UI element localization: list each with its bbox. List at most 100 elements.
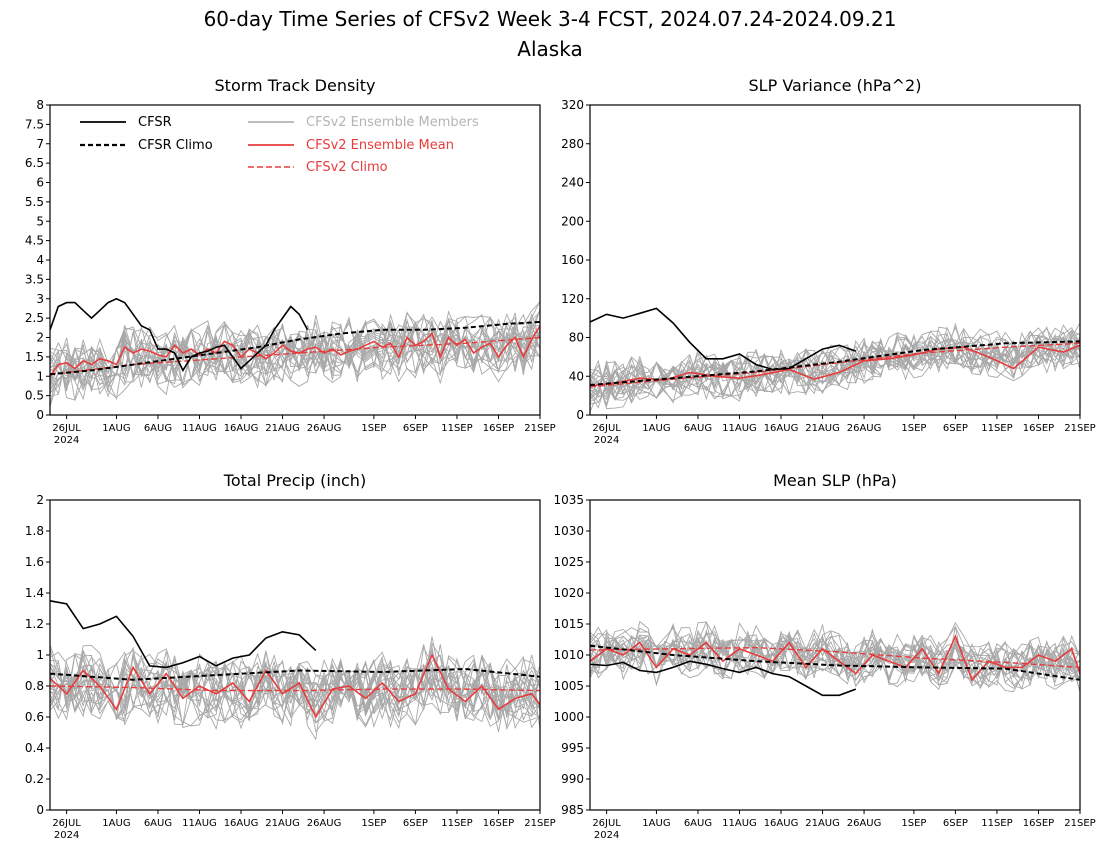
x-tick-label: 21SEP	[524, 818, 555, 829]
x-tick-label: 26AUG	[847, 818, 882, 829]
y-tick-label: 0.5	[25, 389, 44, 403]
x-tick-label: 16AUG	[224, 818, 259, 829]
y-tick-label: 1025	[553, 555, 584, 569]
y-tick-label: 1.2	[25, 617, 44, 631]
x-tick-label: 1AUG	[642, 818, 670, 829]
series-cfsr-climo	[589, 340, 1081, 386]
member-line	[49, 668, 541, 741]
y-tick-label: 7	[36, 137, 44, 151]
x-tick-label: 1SEP	[901, 423, 926, 434]
y-tick-label: 0	[36, 408, 44, 422]
member-line	[589, 331, 1081, 395]
y-tick-label: 985	[561, 803, 584, 817]
x-tick-label: 11SEP	[441, 818, 472, 829]
member-line	[589, 630, 1081, 682]
y-tick-label: 1005	[553, 679, 584, 693]
member-line	[589, 640, 1081, 690]
x-tick-label: 16SEP	[483, 423, 514, 434]
y-tick-label: 2.5	[25, 311, 44, 325]
panel-1: SLP Variance (hPa^2) 0 40 80 120 160 200 240 280…	[561, 76, 1096, 446]
x-tick-label: 21AUG	[805, 818, 840, 829]
series-cfsr-climo	[49, 667, 541, 681]
panel-title: Total Precip (inch)	[223, 471, 366, 490]
ensemble-members	[589, 322, 1081, 413]
y-tick-label: 990	[561, 772, 584, 786]
x-tick-label: 6AUG	[144, 423, 172, 434]
figure-title: 60-day Time Series of CFSv2 Week 3-4 FCS…	[204, 7, 897, 31]
x-tick-label: 6SEP	[943, 423, 968, 434]
series-cfsv2-ensemble-mean	[49, 325, 541, 377]
y-tick-label: 995	[561, 741, 584, 755]
x-tick-label: 11AUG	[182, 423, 217, 434]
legend-label: CFSR Climo	[138, 138, 213, 153]
x-tick-label: 6AUG	[684, 423, 712, 434]
y-tick-label: 2	[36, 331, 44, 345]
series-cfsr	[49, 297, 309, 373]
member-line	[589, 622, 1081, 672]
series-cfsr-climo	[589, 644, 1081, 681]
y-tick-label: 0.6	[25, 710, 44, 724]
x-tick-label: 16AUG	[764, 818, 799, 829]
panel-0: Storm Track Density 0 0.5 1 1.5 2 2.5 3 3.5 4 4.5 5…	[25, 76, 556, 446]
y-tick-label: 6.5	[25, 156, 44, 170]
panel-title: Storm Track Density	[215, 76, 376, 95]
x-tick-label: 26AUG	[847, 423, 882, 434]
y-tick-label: 8	[36, 98, 44, 112]
member-line	[49, 325, 541, 408]
x-tick-label: 16AUG	[224, 423, 259, 434]
y-tick-label: 320	[561, 98, 584, 112]
x-year-label: 2024	[594, 435, 619, 446]
x-tick-label: 1SEP	[361, 818, 386, 829]
y-tick-label: 200	[561, 214, 584, 228]
y-tick-label: 1020	[553, 586, 584, 600]
x-tick-label: 16SEP	[1023, 818, 1054, 829]
x-tick-label: 11AUG	[722, 423, 757, 434]
member-line	[49, 326, 541, 405]
x-tick-label: 26AUG	[307, 818, 342, 829]
y-tick-label: 5.5	[25, 195, 44, 209]
x-tick-label: 21AUG	[805, 423, 840, 434]
x-tick-label: 6AUG	[144, 818, 172, 829]
x-year-label: 2024	[54, 435, 79, 446]
series-cfsv2-ensemble-mean	[589, 634, 1081, 682]
legend: CFSR CFSR Climo CFSv2 Ensemble Members CFSv…	[80, 115, 479, 175]
x-tick-label: 6SEP	[943, 818, 968, 829]
y-tick-label: 1.6	[25, 555, 44, 569]
y-tick-label: 160	[561, 253, 584, 267]
x-tick-label: 26AUG	[307, 423, 342, 434]
panel-3: Mean SLP (hPa) 985 990 995 1000 1005 1010 1015 1…	[553, 471, 1095, 841]
y-tick-label: 40	[569, 369, 584, 383]
y-tick-label: 280	[561, 137, 584, 151]
x-tick-label: 1SEP	[361, 423, 386, 434]
x-tick-label: 26JUL	[52, 818, 81, 829]
x-tick-label: 21SEP	[524, 423, 555, 434]
y-tick-label: 0	[576, 408, 584, 422]
y-tick-label: 1010	[553, 648, 584, 662]
y-tick-label: 1030	[553, 524, 584, 538]
x-tick-label: 11AUG	[182, 818, 217, 829]
panel-title: SLP Variance (hPa^2)	[749, 76, 922, 95]
x-tick-label: 6SEP	[403, 818, 428, 829]
x-tick-label: 26JUL	[52, 423, 81, 434]
y-tick-label: 0	[36, 803, 44, 817]
y-tick-label: 1.8	[25, 524, 44, 538]
legend-label: CFSv2 Climo	[306, 160, 388, 175]
y-tick-label: 3	[36, 292, 44, 306]
y-tick-label: 1.5	[25, 350, 44, 364]
legend-label: CFSv2 Ensemble Mean	[306, 138, 454, 153]
x-tick-label: 6SEP	[403, 423, 428, 434]
y-tick-label: 3.5	[25, 272, 44, 286]
x-tick-label: 26JUL	[592, 818, 621, 829]
x-tick-label: 21SEP	[1064, 818, 1095, 829]
member-line	[589, 630, 1081, 677]
panel-title: Mean SLP (hPa)	[773, 471, 897, 490]
panels: Storm Track Density 0 0.5 1 1.5 2 2.5 3 3.5 4 4.5 5…	[25, 76, 1096, 841]
y-tick-label: 1000	[553, 710, 584, 724]
x-tick-label: 11SEP	[441, 423, 472, 434]
ensemble-members	[589, 620, 1081, 693]
x-tick-label: 16SEP	[483, 818, 514, 829]
series-cfsr	[49, 600, 317, 669]
legend-label: CFSR	[138, 115, 172, 130]
x-tick-label: 1SEP	[901, 818, 926, 829]
